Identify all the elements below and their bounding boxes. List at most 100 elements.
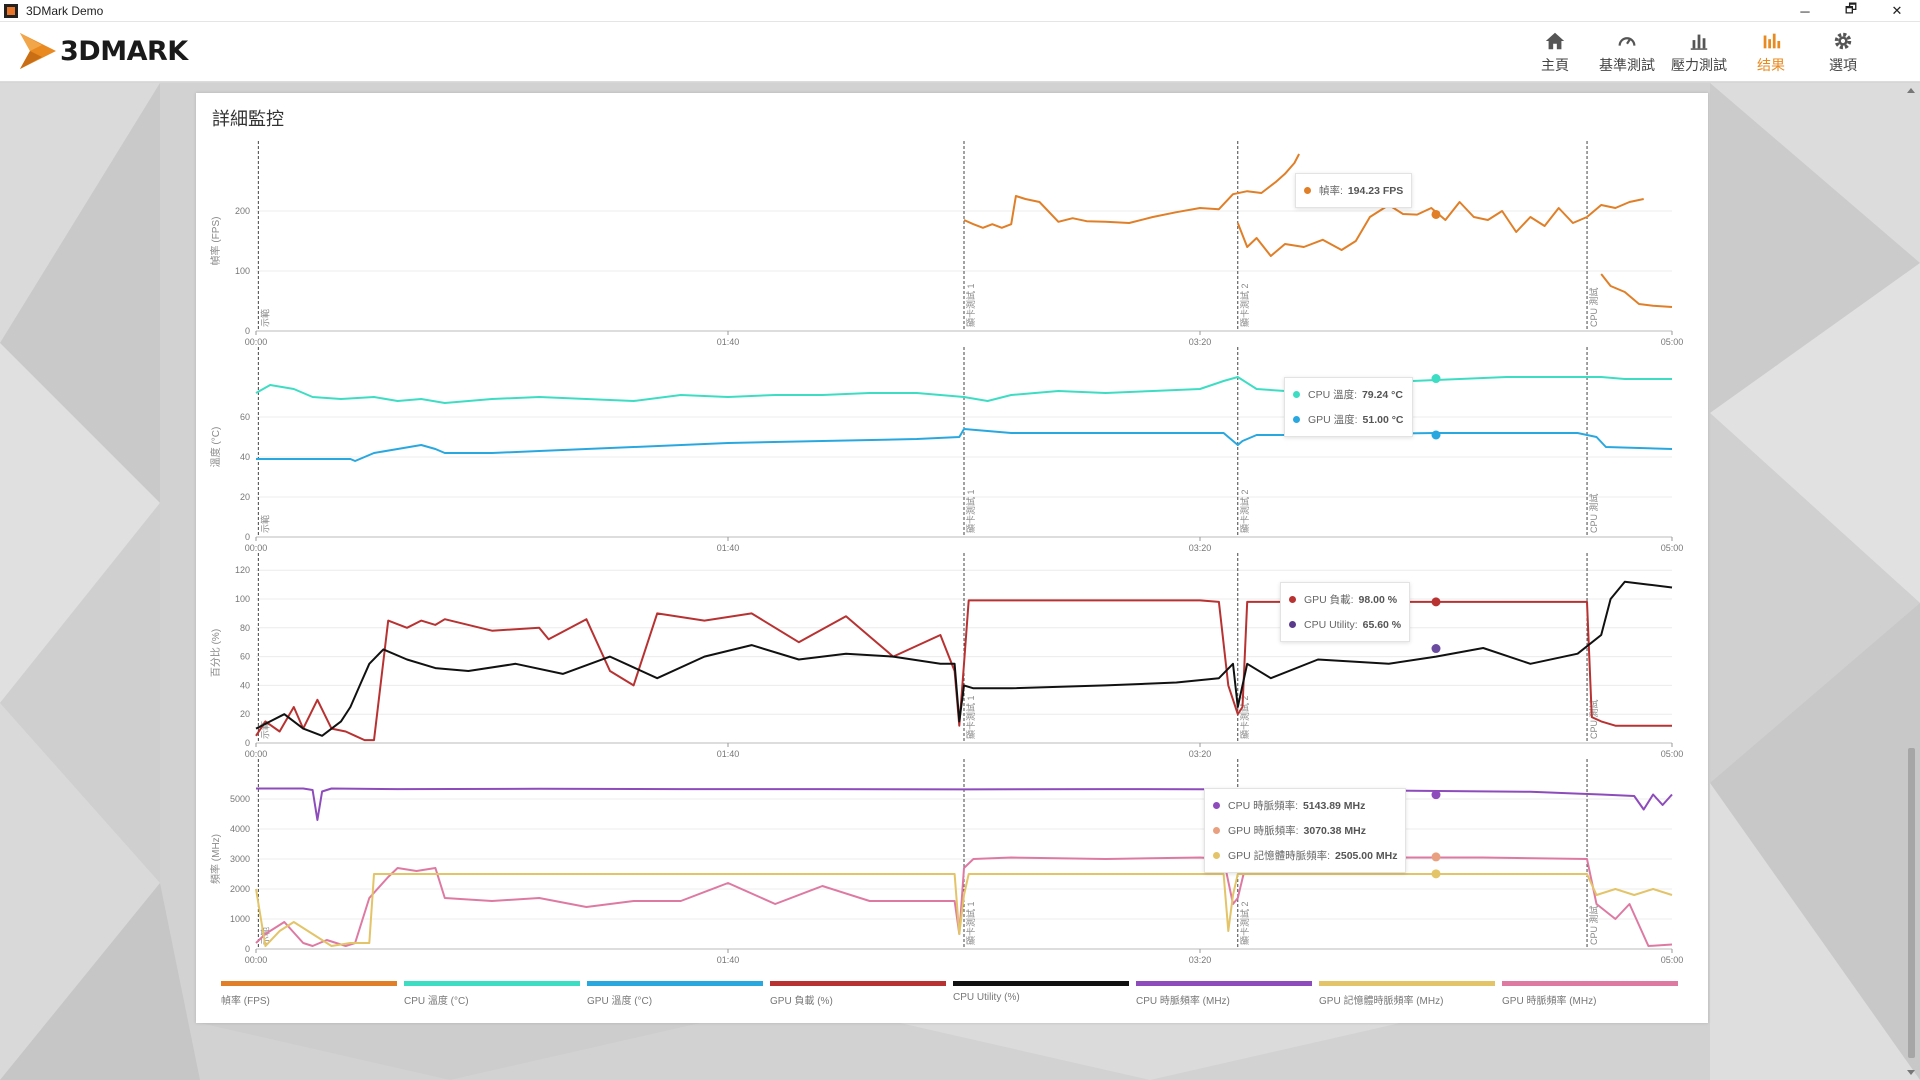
legend-swatch bbox=[1136, 981, 1312, 986]
hover-point bbox=[1431, 597, 1441, 607]
chart-legend: 幀率 (FPS) CPU 溫度 (°C) GPU 溫度 (°C) GPU 負載 … bbox=[221, 981, 1683, 1011]
legend-item-cpu-util[interactable]: CPU Utility (%) bbox=[953, 981, 1129, 1003]
y-tick-label: 3000 bbox=[230, 854, 250, 864]
scroll-down-arrow[interactable] bbox=[1907, 1070, 1915, 1075]
tooltip-row: 幀率: 194.23 FPS bbox=[1304, 178, 1403, 203]
results-chart-icon bbox=[1763, 33, 1781, 48]
legend-swatch bbox=[953, 981, 1129, 986]
nav-results[interactable]: 结果 bbox=[1738, 22, 1804, 82]
x-tick-label: 01:40 bbox=[717, 955, 740, 965]
y-tick-label: 200 bbox=[235, 206, 250, 216]
x-tick-label: 01:40 bbox=[717, 543, 740, 553]
nav-home[interactable]: 主頁 bbox=[1522, 22, 1588, 82]
main-nav: 主頁 基準測試 壓力測試 结果 選項 bbox=[1516, 22, 1876, 82]
3dmark-logo[interactable]: 3DMARK bbox=[18, 28, 188, 74]
series-line bbox=[255, 580, 1673, 737]
pct-tooltip: GPU 負載: 98.00 % CPU Utility: 65.60 % bbox=[1280, 582, 1411, 642]
hover-point bbox=[1431, 209, 1441, 219]
tooltip-value: 194.23 FPS bbox=[1347, 184, 1404, 197]
gpu-temp-dot bbox=[1293, 416, 1300, 423]
tooltip-row: GPU 時脈頻率: 3070.38 MHz bbox=[1213, 818, 1397, 843]
legend-item-cpu-temp[interactable]: CPU 溫度 (°C) bbox=[404, 981, 580, 1007]
maximize-button[interactable]: 🗗 bbox=[1844, 1, 1858, 16]
gpu-load-dot bbox=[1289, 596, 1296, 603]
legend-label: CPU Utility (%) bbox=[953, 992, 1020, 1003]
test-marker-label: 顯卡測試 1 bbox=[965, 695, 976, 739]
x-tick-label: 01:40 bbox=[717, 337, 740, 347]
test-marker-label: 顯卡測試 2 bbox=[1239, 283, 1250, 327]
test-marker-label: 示範 bbox=[259, 515, 270, 533]
hover-point bbox=[1431, 790, 1441, 800]
hover-point bbox=[1431, 430, 1441, 440]
test-marker-label: 示範 bbox=[259, 721, 270, 739]
page-scrollbar[interactable] bbox=[1903, 83, 1920, 1080]
y-tick-label: 2000 bbox=[230, 884, 250, 894]
tooltip-row: CPU 溫度: 79.24 °C bbox=[1293, 382, 1404, 407]
tooltip-row: GPU 記憶體時脈頻率: 2505.00 MHz bbox=[1213, 843, 1397, 868]
tooltip-name: 幀率 bbox=[1319, 185, 1340, 197]
tooltip-value: 65.60 % bbox=[1362, 618, 1402, 631]
series-line bbox=[1236, 198, 1644, 257]
x-tick-label: 00:00 bbox=[245, 543, 268, 553]
test-marker-label: 顯卡測試 1 bbox=[965, 901, 976, 945]
legend-item-gpu-load[interactable]: GPU 負載 (%) bbox=[770, 981, 946, 1007]
scroll-thumb[interactable] bbox=[1908, 748, 1915, 1058]
y-tick-label: 40 bbox=[240, 680, 250, 690]
tooltip-row: GPU 負載: 98.00 % bbox=[1289, 587, 1401, 612]
legend-swatch bbox=[1502, 981, 1678, 986]
test-marker-label: 顯卡測試 2 bbox=[1239, 901, 1250, 945]
test-marker-label: 顯卡測試 1 bbox=[965, 283, 976, 327]
legend-item-cpu-clock[interactable]: CPU 時脈頻率 (MHz) bbox=[1136, 981, 1312, 1007]
monitoring-card: 詳細監控 0 100 200 00:00 01:40 03:20 05:00 幀率 (FPS)… bbox=[196, 93, 1708, 1023]
x-tick-label: 03:20 bbox=[1189, 337, 1212, 347]
x-tick-label: 00:00 bbox=[245, 955, 268, 965]
window-title: 3DMark Demo bbox=[26, 3, 104, 18]
legend-label: CPU 時脈頻率 (MHz) bbox=[1136, 996, 1230, 1007]
tooltip-value: 5143.89 MHz bbox=[1302, 799, 1366, 812]
scroll-up-arrow[interactable] bbox=[1907, 88, 1915, 93]
test-marker-label: CPU 測試 bbox=[1588, 905, 1599, 945]
hover-point bbox=[1431, 374, 1441, 384]
legend-item-gpu-clock[interactable]: GPU 時脈頻率 (MHz) bbox=[1502, 981, 1678, 1007]
nav-stress-tests[interactable]: 壓力測試 bbox=[1666, 22, 1732, 82]
legend-label: 幀率 (FPS) bbox=[221, 996, 270, 1007]
nav-benchmarks-label: 基準測試 bbox=[1599, 56, 1655, 73]
legend-item-gpu-mem-clock[interactable]: GPU 記憶體時脈頻率 (MHz) bbox=[1319, 981, 1495, 1007]
page-title: 詳細監控 bbox=[212, 109, 284, 130]
x-tick-label: 03:20 bbox=[1189, 749, 1212, 759]
tooltip-name: CPU 時脈頻率 bbox=[1228, 800, 1296, 812]
y-tick-label: 0 bbox=[245, 944, 250, 954]
x-tick-label: 05:00 bbox=[1661, 337, 1684, 347]
tooltip-name: GPU 負載 bbox=[1304, 594, 1351, 606]
y-tick-label: 20 bbox=[240, 709, 250, 719]
tooltip-name: GPU 時脈頻率 bbox=[1228, 825, 1296, 837]
test-marker-label: 顯卡測試 2 bbox=[1239, 695, 1250, 739]
chart-panel-2: 0 20 40 60 80 100 120 00:00 01:40 03:20 05:00 百分比 (… bbox=[210, 553, 1683, 759]
y-tick-label: 60 bbox=[240, 412, 250, 422]
home-icon bbox=[1545, 32, 1565, 49]
gpu-mem-clock-dot bbox=[1213, 852, 1220, 859]
x-tick-label: 05:00 bbox=[1661, 543, 1684, 553]
legend-swatch bbox=[770, 981, 946, 986]
nav-options[interactable]: 選項 bbox=[1810, 22, 1876, 82]
legend-item-fps[interactable]: 幀率 (FPS) bbox=[221, 981, 397, 1007]
nav-benchmarks[interactable]: 基準測試 bbox=[1594, 22, 1660, 82]
series-line bbox=[1600, 273, 1673, 308]
close-button[interactable]: ✕ bbox=[1891, 3, 1903, 18]
minimize-button[interactable]: ─ bbox=[1800, 3, 1810, 19]
tooltip-value: 3070.38 MHz bbox=[1303, 824, 1366, 837]
window-titlebar: 3DMark Demo ─ 🗗 ✕ bbox=[0, 0, 1920, 22]
y-tick-label: 100 bbox=[235, 594, 250, 604]
series-line bbox=[256, 787, 1673, 821]
x-tick-label: 03:20 bbox=[1189, 955, 1212, 965]
tooltip-row: CPU 時脈頻率: 5143.89 MHz bbox=[1213, 793, 1397, 818]
tooltip-row: GPU 溫度: 51.00 °C bbox=[1293, 407, 1404, 432]
legend-item-gpu-temp[interactable]: GPU 溫度 (°C) bbox=[587, 981, 763, 1007]
app-icon bbox=[4, 3, 18, 18]
tooltip-value: 98.00 % bbox=[1358, 593, 1398, 606]
hover-point bbox=[1431, 869, 1441, 879]
tooltip-name: CPU 溫度 bbox=[1308, 389, 1355, 401]
y-tick-label: 5000 bbox=[230, 794, 250, 804]
test-marker-label: 顯卡測試 2 bbox=[1239, 489, 1250, 533]
test-marker-label: CPU 測試 bbox=[1588, 699, 1599, 739]
